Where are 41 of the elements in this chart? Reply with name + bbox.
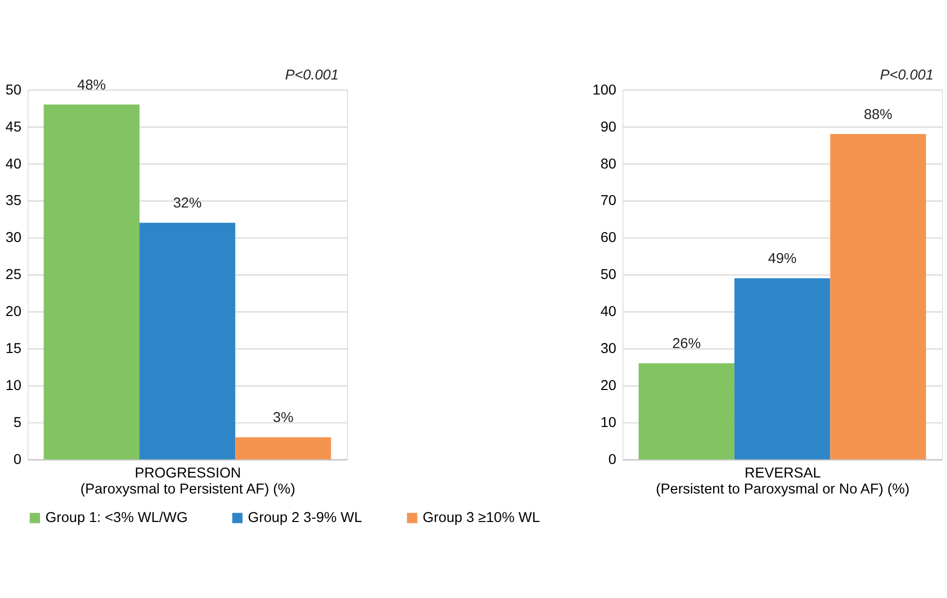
y-tick-label: 0 — [13, 452, 22, 468]
y-tick-label: 5 — [13, 415, 22, 432]
legend-label: Group 2 3-9% WL — [248, 510, 362, 526]
text: P<0.001 — [880, 68, 934, 84]
y-tick-label: 100 — [592, 82, 616, 98]
x-axis-title: PROGRESSION (Paroxysmal to Persistent AF) (%) — [80, 465, 296, 498]
y-tick-label: 40 — [600, 304, 616, 320]
data-label: 49% — [768, 251, 797, 268]
legend-label: Group 3 ≥10% WL — [422, 510, 540, 526]
data-label: 32% — [173, 196, 202, 212]
data-label: 26% — [672, 336, 702, 352]
y-tick-label: 45 — [6, 119, 22, 136]
y-tick-label: 50 — [6, 82, 22, 98]
y-tick-label: 20 — [600, 378, 616, 394]
data-label: 3% — [272, 410, 294, 426]
y-tick-label: 10 — [6, 378, 22, 394]
y-tick-label: 40 — [6, 156, 22, 172]
bar — [235, 437, 332, 460]
data-label: 88% — [864, 106, 893, 123]
y-tick-label: 15 — [6, 341, 22, 358]
y-tick-label: 20 — [6, 304, 22, 320]
data-label: 48% — [77, 77, 106, 94]
y-tick-label: 0 — [608, 452, 616, 468]
bar — [830, 134, 926, 460]
y-tick-label: 30 — [6, 230, 22, 246]
y-tick-label: 70 — [600, 193, 616, 210]
y-tick-label: 10 — [600, 415, 616, 432]
y-tick-label: 80 — [600, 156, 616, 172]
y-tick-label: 35 — [6, 193, 22, 210]
y-tick-label: 60 — [600, 230, 616, 246]
y-tick-label: 90 — [600, 119, 616, 136]
bar — [638, 363, 734, 460]
text: P<0.001 — [285, 68, 339, 84]
y-tick-label: 50 — [600, 267, 616, 284]
bar — [734, 278, 830, 460]
legend-label: Group 1: <3% WL/WG — [45, 510, 188, 526]
bar — [139, 222, 236, 460]
y-tick-label: 25 — [6, 267, 22, 284]
x-axis-title: REVERSAL (Persistent to Paroxysmal or No AF) (%) — [656, 465, 910, 498]
y-tick-label: 30 — [600, 341, 616, 358]
bar — [44, 104, 140, 460]
